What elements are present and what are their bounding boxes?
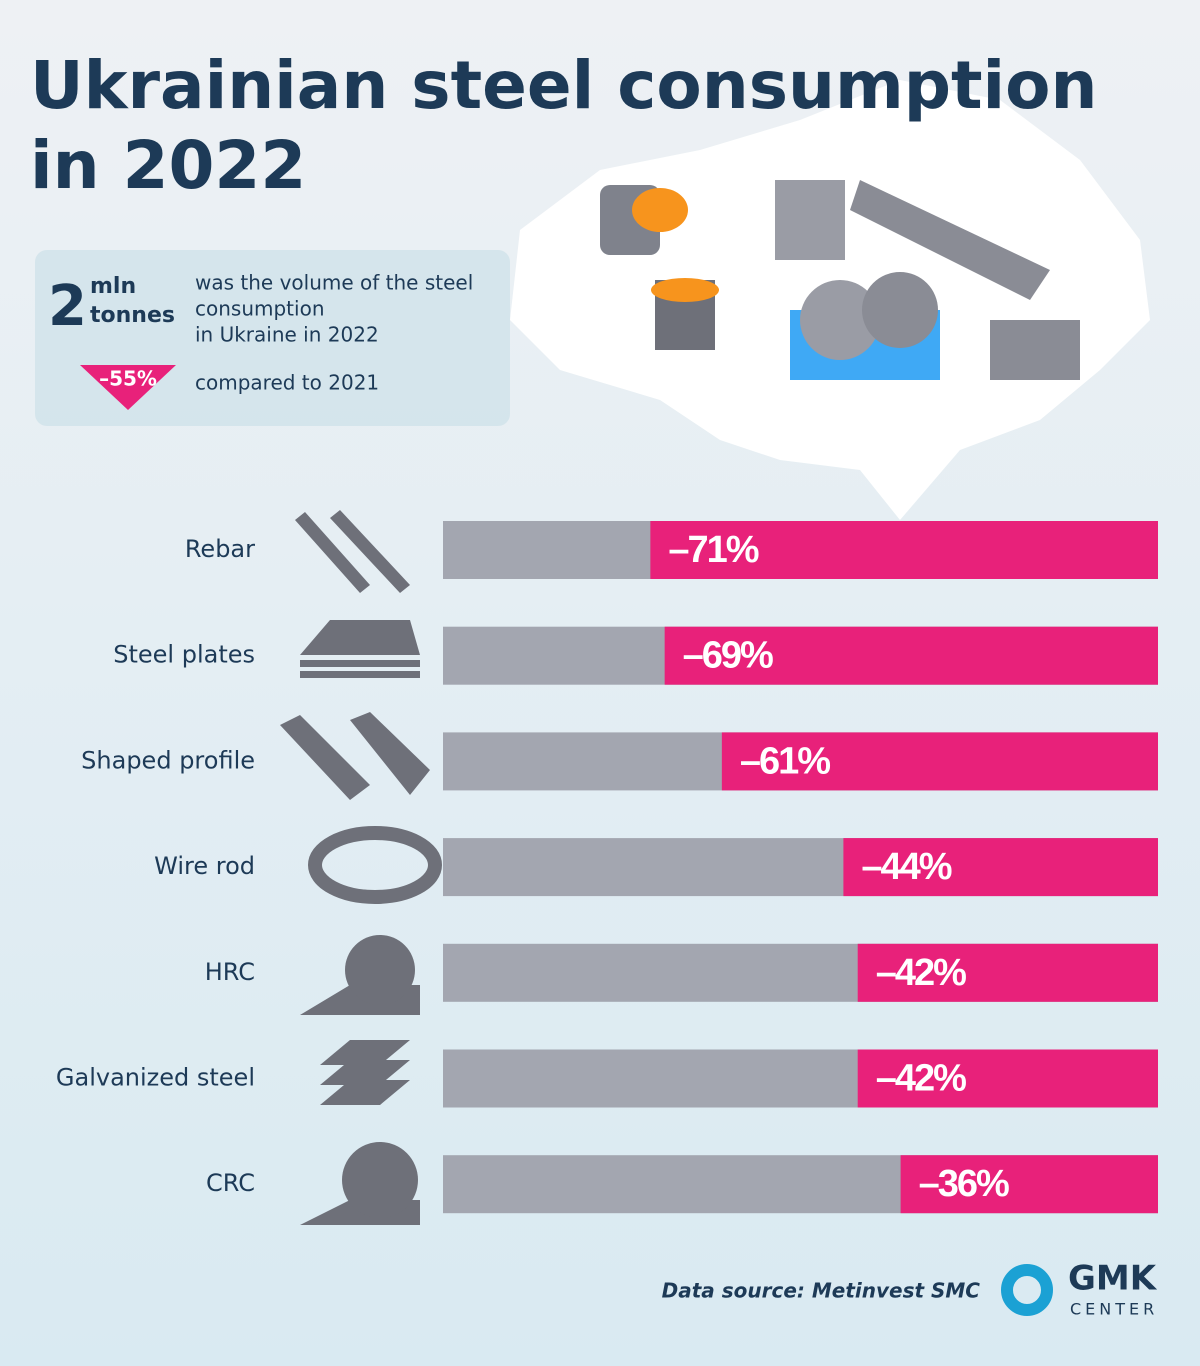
change-text: compared to 2021 (195, 371, 379, 395)
bar (664, 626, 1158, 685)
category-label: Wire rod (154, 852, 255, 880)
bar (843, 838, 1158, 897)
bar (857, 1049, 1158, 1108)
value-label: –42% (876, 1058, 966, 1100)
summary-text: in Ukraine in 2022 (195, 323, 379, 347)
category-label: Galvanized steel (56, 1064, 255, 1092)
title: Ukrainian steel consumption in 2022 (30, 47, 1098, 204)
bar (857, 943, 1158, 1002)
change-marker (80, 365, 176, 410)
steel-illustration (600, 180, 1080, 380)
value-label: –42% (876, 952, 966, 994)
bar (650, 521, 1158, 579)
bar (721, 732, 1158, 791)
category-label: Steel plates (113, 641, 255, 669)
summary-unit: mln (90, 274, 136, 299)
bar (900, 1155, 1158, 1214)
summary-unit: tonnes (90, 303, 175, 328)
logo-text: GMK (1068, 1259, 1158, 1299)
value-label: –36% (919, 1163, 1009, 1205)
value-label: –71% (668, 529, 758, 571)
category-label: Rebar (185, 535, 255, 563)
category-label: Shaped profile (81, 746, 255, 774)
change-label: –55% (99, 367, 157, 391)
source: Data source: Metinvest SMC (662, 1279, 981, 1303)
category-label: HRC (205, 958, 255, 986)
summary-text: consumption (195, 297, 325, 321)
summary-value: 2 (48, 274, 87, 339)
category-label: CRC (206, 1169, 255, 1197)
value-label: –69% (683, 635, 773, 677)
category-icons (280, 510, 442, 1225)
value-label: –44% (861, 846, 951, 888)
logo-subtext: CENTER (1070, 1300, 1158, 1319)
logo-mark (1001, 1264, 1053, 1316)
value-label: –61% (740, 740, 830, 782)
summary-text: was the volume of the steel (195, 271, 473, 295)
